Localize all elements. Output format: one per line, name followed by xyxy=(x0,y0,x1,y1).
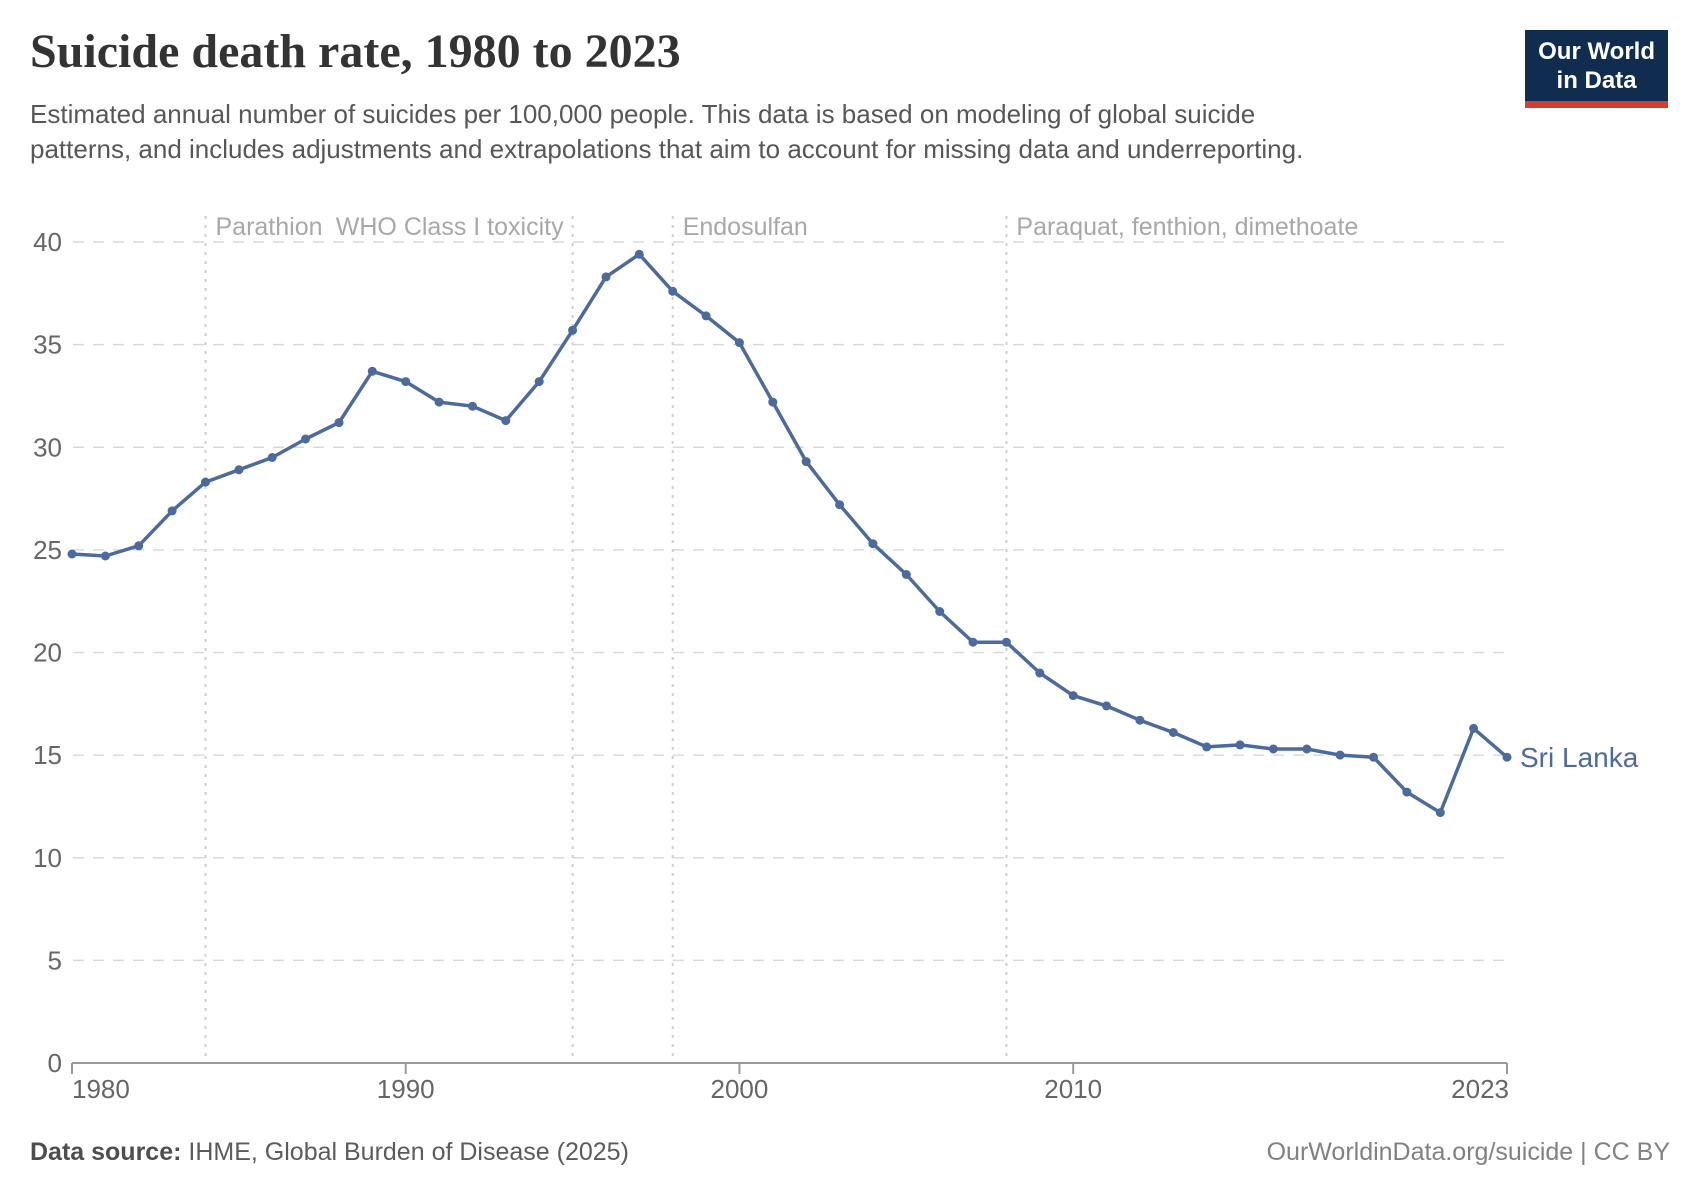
data-point[interactable] xyxy=(501,416,511,426)
data-point[interactable] xyxy=(100,551,110,561)
data-point[interactable] xyxy=(1202,742,1212,752)
data-point[interactable] xyxy=(1435,808,1445,818)
data-point[interactable] xyxy=(568,325,578,335)
data-point[interactable] xyxy=(67,549,77,559)
annotation-label: Parathion xyxy=(215,213,322,241)
data-point[interactable] xyxy=(701,311,711,321)
y-tick-label: 30 xyxy=(33,432,62,462)
data-point[interactable] xyxy=(1268,744,1278,754)
y-tick-label: 40 xyxy=(33,227,62,257)
owid-logo-line1: Our World xyxy=(1538,38,1655,65)
x-tick-label: 1990 xyxy=(377,1074,435,1104)
x-tick-label: 2023 xyxy=(1451,1074,1509,1104)
y-tick-label: 0 xyxy=(48,1048,62,1078)
data-source-value: IHME, Global Burden of Disease (2025) xyxy=(181,1138,629,1166)
data-point[interactable] xyxy=(201,477,210,487)
data-point[interactable] xyxy=(1235,740,1245,750)
chart-area: 0 5 10 15 20 25 30 35 40 Parathion WHO Class I tox… xyxy=(0,180,1700,1120)
data-point[interactable] xyxy=(1369,752,1378,762)
data-point[interactable] xyxy=(634,249,644,259)
annotation-label: Paraquat, fenthion, dimethoate xyxy=(1016,213,1358,241)
data-point[interactable] xyxy=(1068,691,1078,701)
data-point[interactable] xyxy=(901,570,911,579)
data-point[interactable] xyxy=(968,637,978,647)
owid-logo[interactable]: Our World in Data xyxy=(1525,30,1668,108)
data-point[interactable] xyxy=(1502,752,1512,762)
data-point[interactable] xyxy=(734,338,744,348)
owid-logo-line2: in Data xyxy=(1556,67,1637,94)
data-point[interactable] xyxy=(468,401,477,411)
y-tick-label: 5 xyxy=(48,945,62,975)
data-point[interactable] xyxy=(835,500,845,510)
data-point[interactable] xyxy=(801,457,811,467)
y-tick-label: 15 xyxy=(33,740,62,770)
data-point[interactable] xyxy=(1001,637,1011,647)
data-point[interactable] xyxy=(301,434,311,444)
data-source-label: Data source: xyxy=(30,1138,182,1166)
data-point[interactable] xyxy=(1335,750,1345,760)
data-point[interactable] xyxy=(134,541,144,551)
line-chart-canvas: 0 5 10 15 20 25 30 35 40 Parathion WHO Class I tox… xyxy=(33,213,1639,1104)
annotation-label: WHO Class I toxicity xyxy=(336,213,564,241)
data-point[interactable] xyxy=(1402,787,1412,797)
data-point[interactable] xyxy=(1102,701,1111,711)
y-tick-label: 20 xyxy=(33,638,62,668)
data-point[interactable] xyxy=(534,377,544,387)
data-point[interactable] xyxy=(668,286,678,296)
data-point[interactable] xyxy=(1469,723,1479,733)
data-point[interactable] xyxy=(935,607,945,616)
series-end-label[interactable]: Sri Lanka xyxy=(1520,742,1639,773)
data-point[interactable] xyxy=(1168,728,1178,737)
data-point[interactable] xyxy=(868,539,878,549)
x-tick-label: 2000 xyxy=(711,1074,769,1104)
data-point[interactable] xyxy=(401,377,411,387)
data-point[interactable] xyxy=(601,272,611,282)
data-point[interactable] xyxy=(1302,744,1312,754)
data-point[interactable] xyxy=(367,366,377,376)
data-point[interactable] xyxy=(267,453,277,462)
data-source-note: Data source: IHME, Global Burden of Dise… xyxy=(30,1138,629,1167)
series-line[interactable] xyxy=(70,252,1509,815)
chart-subtitle: Estimated annual number of suicides per … xyxy=(30,97,1303,167)
data-point[interactable] xyxy=(434,397,444,407)
y-tick-label: 25 xyxy=(33,535,62,565)
subtitle-line-1: Estimated annual number of suicides per … xyxy=(30,99,1256,129)
data-point[interactable] xyxy=(1035,668,1045,678)
data-point[interactable] xyxy=(1135,715,1145,725)
x-tick-label: 1980 xyxy=(72,1074,130,1104)
y-tick-label: 35 xyxy=(33,330,62,360)
chart-footer: Data source: IHME, Global Burden of Dise… xyxy=(30,1138,1670,1167)
page-title: Suicide death rate, 1980 to 2023 xyxy=(30,25,681,78)
data-point[interactable] xyxy=(768,397,778,407)
subtitle-line-2: patterns, and includes adjustments and e… xyxy=(30,134,1304,164)
x-tick-label: 2010 xyxy=(1044,1074,1102,1104)
data-point[interactable] xyxy=(167,506,177,516)
data-point[interactable] xyxy=(334,418,344,428)
annotation-label: Endosulfan xyxy=(683,213,808,241)
data-point[interactable] xyxy=(234,465,244,475)
y-tick-label: 10 xyxy=(33,843,62,873)
attribution-link[interactable]: OurWorldinData.org/suicide | CC BY xyxy=(1266,1138,1670,1166)
